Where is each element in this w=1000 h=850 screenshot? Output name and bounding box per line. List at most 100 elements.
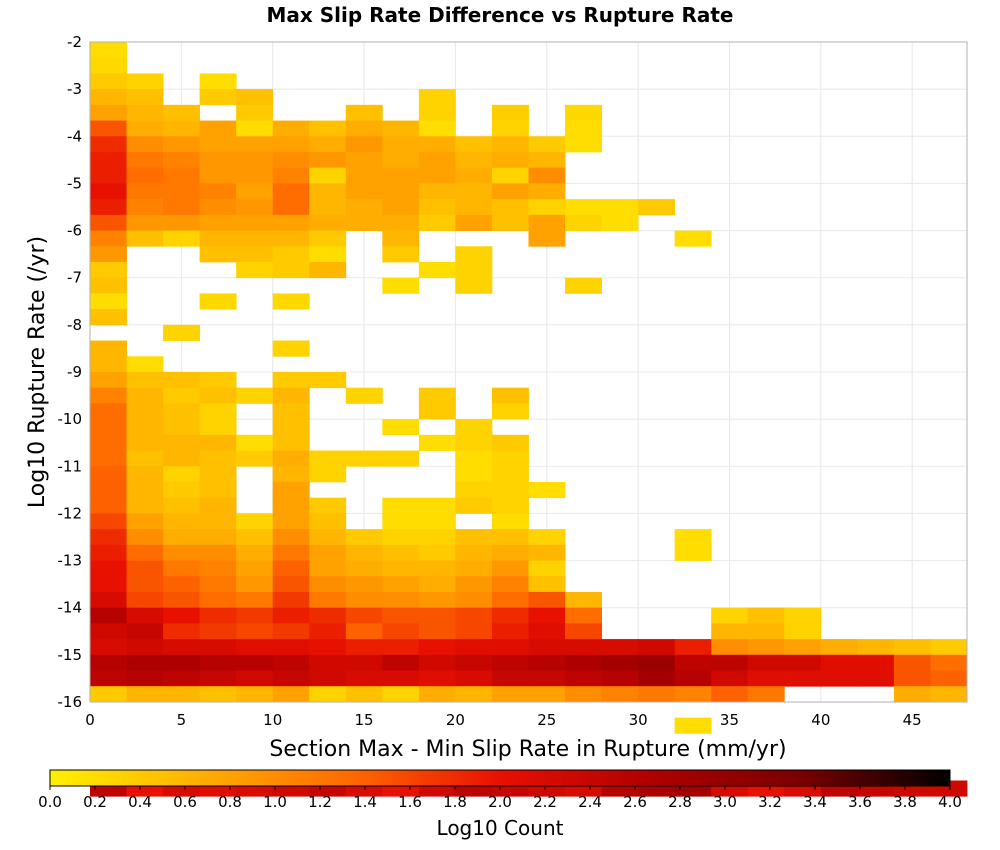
heatmap-cell bbox=[236, 136, 274, 153]
heatmap-cell bbox=[236, 560, 274, 577]
colorbar-tick-label: 3.8 bbox=[893, 793, 917, 811]
colorbar-tick-label: 2.6 bbox=[623, 793, 647, 811]
heatmap-cell bbox=[126, 450, 164, 467]
heatmap-cell bbox=[491, 576, 529, 593]
heatmap-cell bbox=[565, 607, 602, 624]
heatmap-cell bbox=[163, 230, 201, 247]
heatmap-cell bbox=[382, 544, 420, 561]
heatmap-cell bbox=[491, 481, 529, 499]
heatmap-cell bbox=[90, 434, 127, 451]
heatmap-cell bbox=[163, 686, 201, 703]
heatmap-cell bbox=[528, 136, 566, 153]
heatmap-cell bbox=[163, 607, 201, 624]
heatmap-cell bbox=[528, 167, 566, 184]
heatmap-cell bbox=[309, 670, 347, 687]
colorbar-tick-label: 2.2 bbox=[533, 793, 557, 811]
heatmap-cell bbox=[272, 419, 310, 436]
heatmap-cell bbox=[674, 230, 712, 247]
heatmap-cell bbox=[199, 466, 237, 483]
heatmap-cell bbox=[309, 513, 347, 530]
heatmap-cell bbox=[455, 466, 493, 483]
heatmap-cell bbox=[747, 654, 785, 671]
heatmap-cell bbox=[418, 151, 456, 169]
y-tick-label: -9 bbox=[67, 363, 82, 381]
heatmap-cell bbox=[199, 230, 237, 247]
heatmap-cell bbox=[199, 591, 237, 609]
heatmap-cell bbox=[199, 403, 237, 420]
y-tick-label: -10 bbox=[58, 410, 83, 428]
heatmap-cell bbox=[272, 654, 310, 671]
heatmap-cell bbox=[784, 623, 822, 640]
heatmap-cell bbox=[163, 104, 201, 121]
heatmap-cell bbox=[199, 560, 237, 577]
heatmap-cell bbox=[272, 151, 310, 169]
heatmap-cell bbox=[418, 136, 456, 153]
heatmap-cell bbox=[930, 654, 968, 671]
colorbar-tick-label: 3.2 bbox=[758, 793, 782, 811]
heatmap-cell bbox=[382, 623, 420, 640]
heatmap-cell bbox=[199, 434, 237, 451]
heatmap-cell bbox=[345, 387, 383, 404]
heatmap-cell bbox=[565, 591, 602, 609]
heatmap-cell bbox=[601, 639, 639, 656]
heatmap-cell bbox=[491, 434, 529, 451]
colorbar-tick-label: 2.8 bbox=[668, 793, 692, 811]
heatmap-cell bbox=[345, 639, 383, 656]
colorbar-tick-label: 1.8 bbox=[443, 793, 467, 811]
heatmap-cell bbox=[126, 356, 164, 373]
heatmap-cell bbox=[565, 120, 602, 137]
heatmap-cell bbox=[565, 199, 602, 216]
heatmap-cell bbox=[382, 167, 420, 184]
heatmap-cell bbox=[309, 654, 347, 671]
heatmap-cell bbox=[126, 403, 164, 420]
heatmap-cell bbox=[418, 104, 456, 121]
chart-title: Max Slip Rate Difference vs Rupture Rate bbox=[267, 3, 734, 27]
heatmap-cell bbox=[272, 371, 310, 389]
heatmap-cell bbox=[163, 623, 201, 640]
heatmap-cell bbox=[528, 230, 566, 247]
heatmap-cell bbox=[199, 497, 237, 514]
heatmap-cell bbox=[857, 654, 895, 671]
heatmap-cell bbox=[272, 560, 310, 577]
heatmap-cell bbox=[418, 387, 456, 404]
heatmap-cell bbox=[236, 639, 274, 656]
heatmap-cell bbox=[272, 450, 310, 467]
heatmap-cell bbox=[528, 214, 566, 231]
heatmap-cell bbox=[893, 639, 931, 656]
heatmap-cell bbox=[455, 576, 493, 593]
heatmap-cell bbox=[455, 183, 493, 200]
heatmap-cell bbox=[126, 214, 164, 231]
heatmap-cell bbox=[90, 403, 127, 420]
heatmap-cell bbox=[491, 151, 529, 169]
heatmap-cell bbox=[418, 607, 456, 624]
heatmap-cell bbox=[163, 576, 201, 593]
heatmap-cell bbox=[674, 686, 712, 703]
heatmap-cell bbox=[418, 591, 456, 609]
heatmap-cell bbox=[199, 293, 237, 310]
heatmap-cell bbox=[272, 591, 310, 609]
heatmap-cell bbox=[309, 560, 347, 577]
heatmap-cell bbox=[236, 89, 274, 106]
colorbar-title: Log10 Count bbox=[437, 816, 564, 840]
heatmap-cell bbox=[163, 419, 201, 436]
x-tick-label: 45 bbox=[903, 711, 922, 729]
heatmap-cell bbox=[382, 120, 420, 137]
heatmap-cell bbox=[163, 670, 201, 687]
y-tick-label: -12 bbox=[58, 504, 83, 522]
heatmap-cell bbox=[90, 230, 127, 247]
heatmap-cell bbox=[455, 136, 493, 153]
heatmap-cell bbox=[90, 560, 127, 577]
heatmap-cell bbox=[236, 450, 274, 467]
heatmap-cell bbox=[90, 544, 127, 561]
heatmap-cell bbox=[236, 183, 274, 200]
heatmap-cell bbox=[163, 120, 201, 137]
y-tick-label: -11 bbox=[58, 457, 83, 475]
heatmap-cell bbox=[90, 57, 127, 74]
heatmap-cell bbox=[345, 576, 383, 593]
heatmap-cell bbox=[90, 73, 127, 90]
heatmap-cell bbox=[272, 261, 310, 279]
heatmap-cell bbox=[455, 607, 493, 624]
heatmap-cell bbox=[126, 513, 164, 530]
heatmap-cell bbox=[126, 560, 164, 577]
heatmap-cell bbox=[893, 670, 931, 687]
